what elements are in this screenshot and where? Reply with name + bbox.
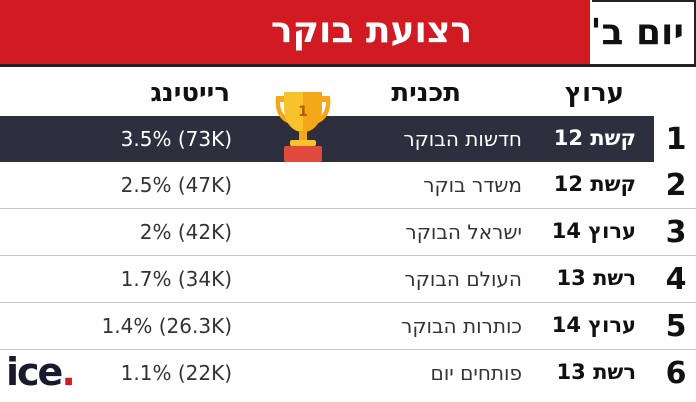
day-label-box: יום ב': [590, 0, 696, 66]
rating-value: 1.4% (26.3K): [101, 314, 232, 338]
rank-cell: 1: [654, 116, 696, 162]
ice-logo: ice.: [6, 350, 76, 394]
row-divider: [0, 302, 696, 303]
program-name: פותחים יום: [430, 361, 522, 385]
rank-number: 1: [665, 122, 687, 157]
header: רצועת בוקר יום ב': [0, 0, 696, 67]
rank-number: 5: [665, 309, 687, 344]
table-row: 6 רשת 13 פותחים יום 1.1% (22K): [0, 350, 696, 396]
day-label: יום ב': [590, 12, 684, 53]
channel-name: קשת 12: [553, 172, 636, 196]
logo-dot: .: [61, 350, 76, 394]
channel-name: ערוץ 14: [551, 313, 636, 337]
logo-text: ice: [6, 350, 63, 394]
rating-value: 2% (42K): [139, 220, 232, 244]
rank-number: 2: [665, 168, 687, 203]
table-row: 1 קשת 12 חדשות הבוקר 3.5% (73K): [0, 116, 696, 162]
program-name: העולם הבוקר: [404, 267, 522, 291]
column-header-channel: ערוץ: [564, 78, 624, 108]
rating-value: 1.1% (22K): [120, 361, 232, 385]
trophy-icon: 1: [275, 92, 331, 162]
rank-number: 6: [665, 356, 687, 391]
channel-name: רשת 13: [556, 360, 636, 384]
table-row: 2 קשת 12 משדר בוקר 2.5% (47K): [0, 162, 696, 208]
rating-value: 1.7% (34K): [120, 267, 232, 291]
program-name: חדשות הבוקר: [403, 127, 522, 151]
header-title-banner: רצועת בוקר: [0, 0, 590, 66]
program-name: משדר בוקר: [423, 173, 522, 197]
rating-value: 2.5% (47K): [120, 173, 232, 197]
table-row: 5 ערוץ 14 כותרות הבוקר 1.4% (26.3K): [0, 303, 696, 349]
column-header-rating: רייטינג: [150, 78, 230, 108]
row-divider: [0, 255, 696, 256]
program-name: ישראל הבוקר: [405, 220, 522, 244]
row-divider: [0, 349, 696, 350]
row-divider: [0, 208, 696, 209]
column-header-program: תכנית: [391, 78, 461, 108]
program-name: כותרות הבוקר: [401, 314, 522, 338]
header-divider: [0, 64, 696, 67]
channel-name: ערוץ 14: [551, 219, 636, 243]
channel-name: רשת 13: [556, 266, 636, 290]
rating-value: 3.5% (73K): [120, 127, 232, 151]
trophy-number: 1: [298, 104, 308, 120]
page-title: רצועת בוקר: [270, 10, 472, 51]
table-row: 3 ערוץ 14 ישראל הבוקר 2% (42K): [0, 209, 696, 255]
rank-number: 4: [665, 262, 687, 297]
table-row: 4 רשת 13 העולם הבוקר 1.7% (34K): [0, 256, 696, 302]
channel-name: קשת 12: [553, 126, 636, 150]
rank-number: 3: [665, 215, 687, 250]
